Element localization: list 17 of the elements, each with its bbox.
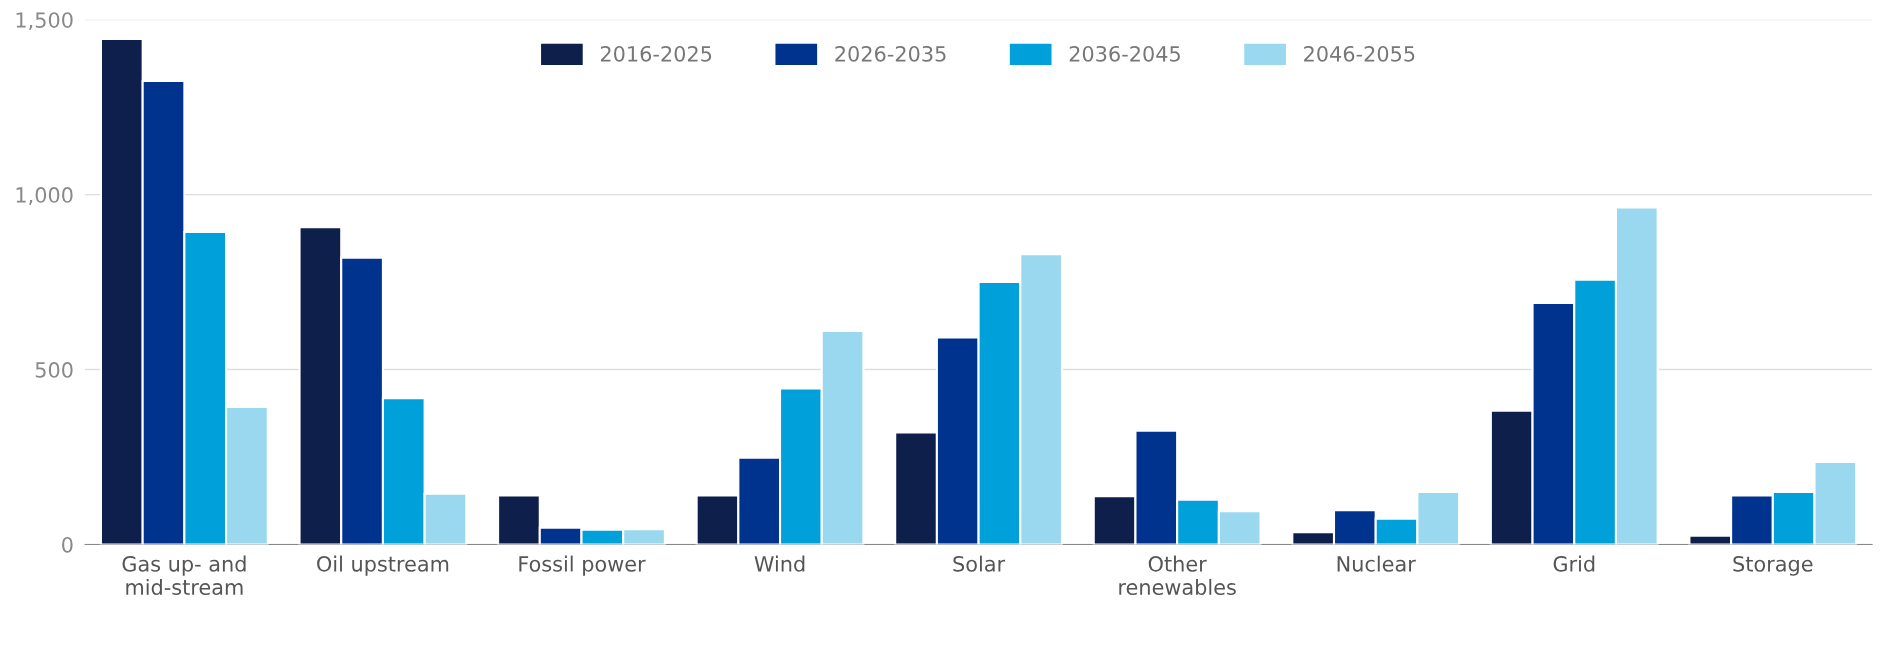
x-tick-label: Grid xyxy=(1553,555,1595,572)
x-tick-label: Solar xyxy=(953,555,1006,572)
x-tick-label: Wind xyxy=(754,555,805,572)
x-tick-label: Gas up- and mid-stream xyxy=(122,555,246,596)
y-tick-label: 0 xyxy=(62,536,73,553)
x-tick-label: Nuclear xyxy=(1337,555,1416,572)
x-tick-label: Other renewables xyxy=(1119,555,1236,596)
y-tick-label: 1,000 xyxy=(16,187,73,205)
legend-label: 2026-2035 xyxy=(835,45,946,62)
x-tick-label: Fossil power xyxy=(519,555,646,576)
legend-label: 2046-2055 xyxy=(1304,45,1415,62)
x-tick-label: Oil upstream xyxy=(317,555,449,576)
y-tick-label: 1,500 xyxy=(16,12,73,31)
legend-label: 2036-2045 xyxy=(1069,45,1180,62)
x-tick-label: Storage xyxy=(1733,555,1813,576)
y-tick-label: 500 xyxy=(35,362,73,378)
legend-label: 2016-2025 xyxy=(600,45,712,62)
